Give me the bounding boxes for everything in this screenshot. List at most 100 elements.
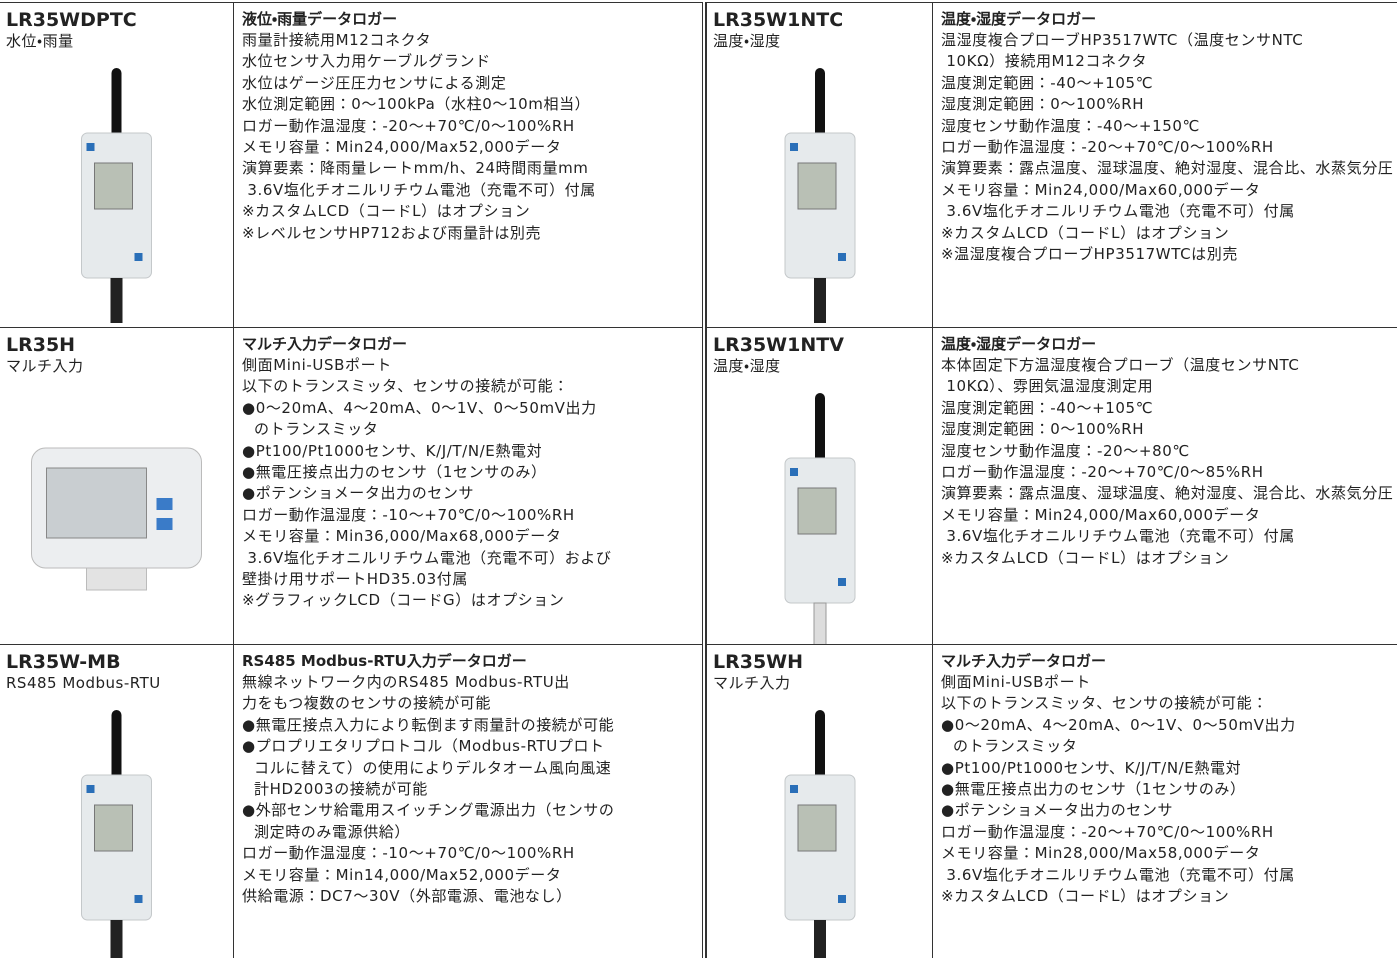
spec-line: ※カスタムLCD（コードL）はオプション (941, 223, 1230, 242)
spec-line: 以下のトランスミッタ、センサの接続が可能： (242, 377, 569, 396)
spec-line: 水位測定範囲：0～100kPa（水柱0～10m相当） (242, 95, 591, 114)
device-shape (46, 467, 147, 539)
spec-line: ●ポテンショメータ出力のセンサ (941, 801, 1174, 820)
model-name: LR35WDPTC (6, 9, 137, 31)
spec-line: 側面Mini-USBポート (242, 356, 392, 374)
product-title: 温度・湿度データロガー (941, 335, 1097, 353)
spec-line: 3.6V塩化チオニルリチウム電池（充電不可）付属 (242, 180, 596, 199)
spec-line: 3.6V塩化チオニルリチウム電池（充電不可）および (242, 548, 612, 567)
device-shape (134, 895, 143, 903)
spec-line: ●無電圧接点出力のセンサ（1センサのみ） (941, 780, 1246, 799)
device-shape (156, 498, 173, 510)
spec-line: 無線ネットワーク内のRS485 Modbus-RTU出 (242, 673, 570, 691)
description-cell: 温度・湿度データロガー 温湿度複合プローブHP3517WTC（温度センサNTC 1… (932, 2, 1397, 327)
device-shape (86, 785, 95, 793)
category: マルチ入力 (713, 674, 791, 692)
device-shape (814, 278, 826, 323)
description-cell: マルチ入力データロガー 側面Mini-USBポート 以下のトランスミッタ、センサの接… (233, 327, 702, 644)
model-cell: LR35W1NTV 温度・湿度 (706, 327, 932, 644)
spec-line: のトランスミッタ (254, 420, 379, 439)
spec-line: 湿度センサ動作温度：-20～+80℃ (941, 441, 1190, 460)
spec-line: メモリ容量：Min28,000/Max58,000データ (941, 844, 1261, 863)
device-image (784, 68, 856, 323)
spec-line: ●Pt100/Pt1000センサ、K/J/T/N/E熱電対 (242, 441, 543, 460)
device-shape (86, 567, 147, 591)
spec-line: ※温湿度複合プローブHP3517WTCは別売 (941, 245, 1238, 264)
device-shape (838, 895, 846, 903)
description-cell: RS485 Modbus-RTU入力データロガー無線ネットワーク内のRS485 … (233, 644, 702, 958)
spec-line: ロガー動作温湿度：-20～+70℃/0～85%RH (941, 463, 1264, 482)
model-name: LR35W-MB (6, 651, 121, 673)
spec-line: 水位はゲージ圧圧力センサによる測定 (242, 73, 507, 92)
spec-line: コルに替えて）の使用によりデルタオーム風向風速 (254, 758, 612, 777)
device-shape (797, 487, 837, 535)
spec-line: 10KΩ）、雰囲気温湿度測定用 (941, 377, 1154, 396)
spec-line: 以下のトランスミッタ、センサの接続が可能： (941, 694, 1268, 713)
product-title: RS485 Modbus-RTU入力データロガー (242, 652, 527, 670)
spec-line: 温度測定範囲：-40～+105℃ (941, 398, 1154, 417)
spec-line: 湿度測定範囲：0～100%RH (941, 420, 1145, 439)
category: 水位・雨量 (6, 32, 74, 50)
description-cell: マルチ入力データロガー 側面Mini-USBポート以下のトランスミッタ、センサの接… (932, 644, 1397, 958)
device-shape (790, 468, 798, 476)
description-cell: 液位・雨量データロガー雨量計接続用M12コネクタ水位センサ入力用ケーブルグランド… (233, 2, 702, 327)
spec-line: ●外部センサ給電用スイッチング電源出力（センサの (242, 801, 615, 820)
spec-line: ※カスタムLCD（コードL）はオプション (941, 887, 1230, 906)
product-title: マルチ入力データロガー (941, 652, 1107, 670)
device-shape (790, 785, 798, 793)
device-image (81, 710, 152, 958)
spec-line: 湿度センサ動作温度：-40～+150℃ (941, 116, 1200, 135)
device-shape (813, 602, 827, 644)
model-cell: LR35WDPTC 水位・雨量 (0, 2, 233, 327)
spec-line: ※カスタムLCD（コードL）はオプション (242, 202, 531, 221)
device-shape (111, 710, 122, 780)
device-shape (790, 143, 798, 151)
category: マルチ入力 (6, 357, 84, 375)
spec-line: 3.6V塩化チオニルリチウム電池（充電不可）付属 (941, 527, 1295, 546)
spec-line: ●Pt100/Pt1000センサ、K/J/T/N/E熱電対 (941, 758, 1242, 777)
spec-line: ロガー動作温湿度：-10～+70℃/0～100%RH (242, 844, 575, 863)
spec-line: 演算要素：露点温度、湿球温度、絶対湿度、混合比、水蒸気分圧 (941, 159, 1394, 178)
spec-line: 3.6V塩化チオニルリチウム電池（充電不可）付属 (941, 865, 1295, 884)
spec-line: ※グラフィックLCD（コードG）はオプション (242, 591, 565, 610)
device-shape (110, 278, 123, 323)
model-cell: LR35W1NTC 温度・湿度 (706, 2, 932, 327)
device-shape (815, 710, 825, 780)
spec-line: ●0～20mA、4～20mA、0～1V、0～50mV出力 (242, 398, 597, 417)
spec-line: 雨量計接続用M12コネクタ (242, 31, 432, 49)
device-image (784, 710, 856, 958)
model-name: LR35W1NTC (713, 9, 844, 31)
category: 温度・湿度 (713, 357, 781, 375)
device-shape (797, 162, 837, 210)
spec-line: 供給電源：DC7～30V（外部電源、電池なし） (242, 887, 572, 906)
spec-line: 本体固定下方温湿度複合プローブ（温度センサNTC (941, 356, 1300, 374)
device-shape (838, 578, 846, 586)
spec-line: ●無電圧接点出力のセンサ（1センサのみ） (242, 463, 547, 482)
spec-line: 水位センサ入力用ケーブルグランド (242, 52, 491, 71)
spec-line: 温度測定範囲：-40～+105℃ (941, 73, 1154, 92)
device-shape (838, 253, 846, 261)
spec-line: 側面Mini-USBポート (941, 673, 1091, 691)
device-shape (814, 920, 826, 958)
spec-line: ロガー動作温湿度：-20～+70℃/0～100%RH (242, 116, 575, 135)
spec-line: ●プロプリエタリプロトコル（Modbus-RTUプロト (242, 737, 605, 756)
model-name: LR35W1NTV (713, 334, 844, 356)
spec-line: ●ポテンショメータ出力のセンサ (242, 484, 475, 503)
category: RS485 Modbus-RTU (6, 674, 161, 692)
spec-line: ※カスタムLCD（コードL）はオプション (941, 548, 1230, 567)
device-shape (94, 162, 133, 210)
device-shape (110, 920, 123, 958)
spec-line: メモリ容量：Min24,000/Max60,000データ (941, 180, 1261, 199)
spec-line: メモリ容量：Min36,000/Max68,000データ (242, 527, 562, 546)
device-image (81, 68, 152, 323)
spec-line: メモリ容量：Min14,000/Max52,000データ (242, 865, 562, 884)
model-cell: LR35H マルチ入力 (0, 327, 233, 644)
device-shape (156, 518, 173, 530)
device-shape (797, 804, 837, 852)
spec-line: ロガー動作温湿度：-10～+70℃/0～100%RH (242, 505, 575, 524)
device-image (31, 447, 202, 591)
product-title: 液位・雨量データロガー (242, 10, 398, 28)
spec-line: 測定時のみ電源供給） (254, 822, 411, 841)
spec-line: 演算要素：降雨量レートmm/h、24時間雨量mm (242, 159, 589, 178)
